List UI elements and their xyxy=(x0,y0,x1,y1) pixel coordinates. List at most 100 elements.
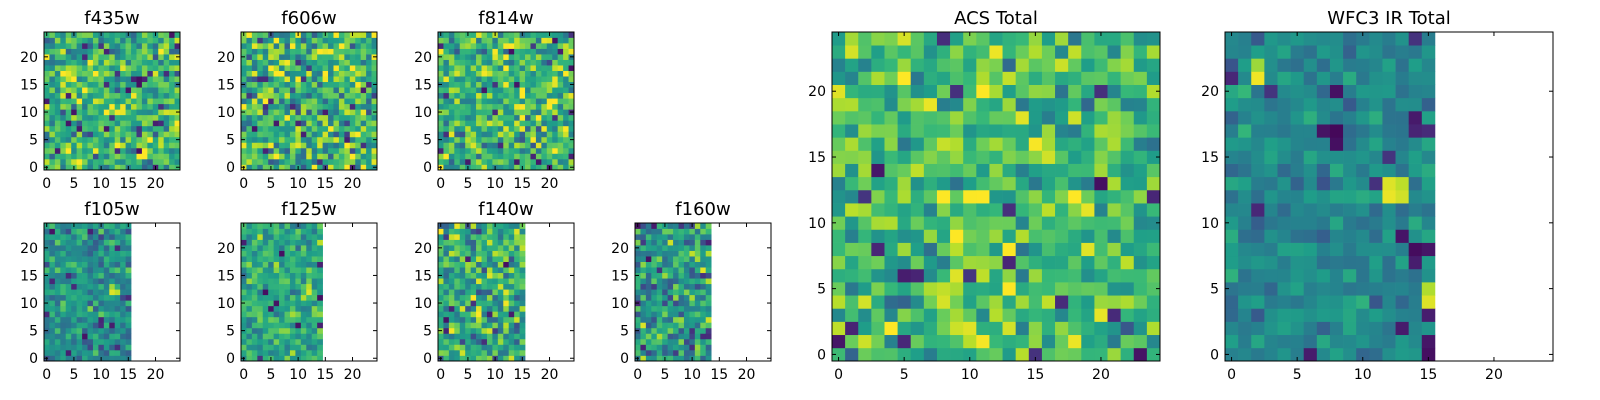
heatmap-cell xyxy=(476,131,482,138)
heatmap-cell xyxy=(651,311,658,318)
heatmap-cell xyxy=(279,87,285,94)
heatmap-cell xyxy=(694,278,701,285)
heatmap-cell xyxy=(454,228,461,235)
heatmap-cell xyxy=(508,228,515,235)
heatmap-cell xyxy=(1369,163,1383,178)
heatmap-cell xyxy=(1356,163,1370,178)
heatmap-cell xyxy=(54,70,61,77)
y-tick-label: 15 xyxy=(808,150,826,166)
heatmap-cell xyxy=(678,283,685,290)
heatmap-cell xyxy=(662,294,668,301)
heatmap-cell xyxy=(656,228,663,235)
heatmap-cell xyxy=(645,322,652,329)
heatmap-cell xyxy=(136,48,143,55)
heatmap-cell xyxy=(486,153,493,160)
heatmap-cell xyxy=(454,92,461,99)
heatmap-cell xyxy=(541,43,548,49)
heatmap-cell xyxy=(311,65,318,71)
heatmap-cell xyxy=(1094,124,1108,138)
heatmap-cell xyxy=(845,71,859,85)
heatmap-cell xyxy=(1356,97,1370,112)
heatmap-cell xyxy=(645,256,652,262)
heatmap-cell xyxy=(508,87,515,94)
heatmap-cell xyxy=(497,109,504,116)
heatmap-cell xyxy=(300,322,307,329)
heatmap-cell xyxy=(535,81,542,88)
heatmap-cell xyxy=(486,37,493,44)
heatmap-cell xyxy=(1408,163,1423,178)
heatmap-cell xyxy=(349,103,356,110)
heatmap-cell xyxy=(694,300,701,307)
heatmap-cell xyxy=(114,147,121,154)
heatmap-cell xyxy=(519,234,526,240)
heatmap-cell xyxy=(667,311,674,318)
heatmap-cell xyxy=(845,84,859,99)
heatmap-cell xyxy=(465,261,471,268)
heatmap-cell xyxy=(1251,84,1265,99)
heatmap-cell xyxy=(1303,334,1318,349)
heatmap-cell xyxy=(1225,124,1239,138)
heatmap-cell xyxy=(273,223,280,229)
heatmap-cell xyxy=(683,261,690,268)
heatmap-cell xyxy=(103,305,110,312)
heatmap-cell xyxy=(306,349,313,356)
heatmap-cell xyxy=(76,37,83,44)
heatmap-cell xyxy=(1133,32,1148,46)
heatmap-cell xyxy=(1382,308,1396,322)
heatmap-cell xyxy=(1081,150,1095,164)
heatmap-cell xyxy=(683,289,690,296)
heatmap-cell xyxy=(514,81,520,88)
y-tick-label: 0 xyxy=(620,351,629,367)
heatmap-cell xyxy=(497,289,504,296)
heatmap-cell xyxy=(476,70,482,77)
heatmap-cell xyxy=(82,136,88,143)
heatmap-cell xyxy=(454,289,461,296)
heatmap-cell xyxy=(311,234,318,240)
heatmap-cell xyxy=(98,311,105,318)
heatmap-cell xyxy=(1238,295,1252,309)
heatmap-cell xyxy=(136,158,143,165)
heatmap-cell xyxy=(1094,308,1108,322)
heatmap-cell xyxy=(366,76,372,83)
heatmap-cell xyxy=(158,142,165,149)
heatmap-cell xyxy=(1251,282,1265,296)
heatmap-cell xyxy=(519,256,526,262)
heatmap-cell xyxy=(503,70,510,77)
heatmap-cell xyxy=(1264,58,1278,72)
heatmap-cell xyxy=(530,54,537,60)
heatmap-cell xyxy=(262,234,269,240)
heatmap-cell xyxy=(568,147,575,154)
heatmap-cell xyxy=(1356,45,1370,59)
heatmap-cell xyxy=(322,142,329,149)
heatmap-cell xyxy=(284,142,291,149)
heatmap-cell xyxy=(273,311,280,318)
heatmap-cell xyxy=(541,65,548,71)
heatmap-cell xyxy=(514,54,520,60)
heatmap-cell xyxy=(694,333,701,340)
heatmap-cell xyxy=(131,125,137,132)
heatmap-cell xyxy=(884,84,898,99)
heatmap-cell xyxy=(1382,189,1396,204)
heatmap-cell xyxy=(1028,150,1043,164)
heatmap-cell xyxy=(60,164,67,171)
heatmap-cell xyxy=(1303,163,1318,178)
heatmap-cell xyxy=(246,98,253,105)
heatmap-cell xyxy=(481,250,488,257)
heatmap-cell xyxy=(344,76,351,83)
heatmap-cell xyxy=(257,311,264,318)
heatmap-cell xyxy=(147,59,154,66)
heatmap-cell xyxy=(508,54,515,60)
heatmap-cell xyxy=(262,43,269,49)
heatmap-cell xyxy=(131,158,137,165)
heatmap-cell xyxy=(486,256,493,262)
heatmap-cell xyxy=(1133,203,1148,217)
heatmap-cell xyxy=(486,261,493,268)
heatmap-cell xyxy=(705,278,712,285)
heatmap-cell xyxy=(640,267,647,274)
heatmap-cell xyxy=(897,308,912,322)
heatmap-cell xyxy=(241,234,247,240)
heatmap-cell xyxy=(289,92,296,99)
heatmap-cell xyxy=(1041,150,1056,164)
heatmap-cell xyxy=(257,103,264,110)
heatmap-cell xyxy=(1316,150,1331,164)
